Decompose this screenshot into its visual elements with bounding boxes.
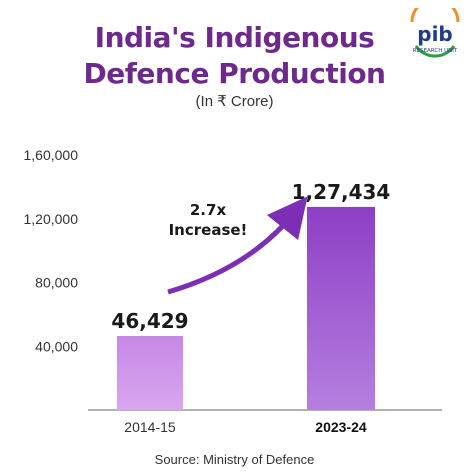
x-tick-label-2014-15: 2014-15	[124, 419, 176, 435]
source-note: Source: Ministry of Defence	[154, 452, 315, 467]
y-tick-label: 40,000	[35, 338, 78, 354]
logo-subtext: RESEARCH UNIT	[413, 48, 458, 54]
increase-arrow	[167, 196, 308, 295]
y-tick-label: 80,000	[35, 275, 78, 291]
pib-logo: pib RESEARCH UNIT	[410, 8, 460, 58]
logo-text: pib	[417, 22, 453, 46]
annotation-text: Increase!	[169, 221, 248, 239]
chart-title: India's Indigenous Defence Production	[0, 20, 469, 92]
bar-2023-24	[307, 206, 375, 410]
x-tick-label-2023-24: 2023-24	[315, 419, 367, 435]
chart-subtitle: (In ₹ Crore)	[195, 93, 274, 110]
title-line-1: India's Indigenous	[94, 21, 375, 54]
y-tick-label: 1,60,000	[24, 147, 79, 163]
data-label-2014-15: 46,429	[111, 309, 188, 333]
bar-2014-15	[117, 336, 183, 410]
y-tick-label: 1,20,000	[24, 211, 79, 227]
data-label-2023-24: 1,27,434	[292, 180, 391, 204]
annotation-multiplier: 2.7x	[190, 201, 227, 219]
title-line-2: Defence Production	[83, 57, 386, 90]
